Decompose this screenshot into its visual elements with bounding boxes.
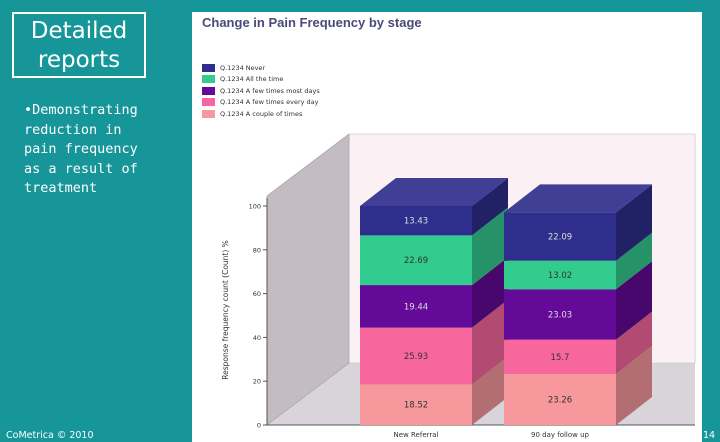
y-tick-label: 20 <box>253 378 261 386</box>
bar-side-face <box>616 232 652 290</box>
bar-segment <box>504 289 616 340</box>
bar-data-label: 13.02 <box>548 271 572 281</box>
bar-segment <box>504 374 616 425</box>
legend-swatch <box>202 63 215 72</box>
y-axis-label: Response frequency count (Count) % <box>221 240 230 380</box>
bar-side-face <box>616 261 652 340</box>
footer-copyright: CoMetrica © 2010 <box>6 430 94 441</box>
bar-side-face <box>472 299 508 385</box>
legend-label: Q.1234 A couple of times <box>220 109 303 118</box>
legend-item: Q.1234 A few times every day <box>202 97 320 109</box>
page-number: 14 <box>703 430 716 441</box>
bar-data-label: 13.43 <box>404 217 428 227</box>
legend-swatch <box>202 109 215 118</box>
bar-segment <box>504 260 616 290</box>
x-tick-label: New Referral <box>394 431 439 439</box>
legend-item: Q.1234 Never <box>202 62 320 74</box>
legend-label: Q.1234 A few times every day <box>220 98 319 107</box>
bar-data-label: 25.93 <box>404 352 428 362</box>
bar-segment <box>360 235 472 286</box>
y-tick-label: 60 <box>253 290 261 298</box>
bar-data-label: 15.7 <box>551 353 570 363</box>
bar-side-face <box>472 356 508 425</box>
bar-side-face <box>472 257 508 328</box>
bar-segment <box>504 212 616 261</box>
bar-segment <box>360 384 472 425</box>
legend-item: Q.1234 A few times most days <box>202 85 320 97</box>
bar-data-label: 18.52 <box>404 401 428 411</box>
legend-label: Q.1234 Never <box>220 63 266 72</box>
bar-data-label: 22.69 <box>404 256 428 266</box>
bar-side-face <box>616 184 652 261</box>
slide-bullet-text: •Demonstrating reduction in pain frequen… <box>24 102 138 196</box>
bar-side-face <box>472 177 508 236</box>
bar-data-label: 22.09 <box>548 233 572 243</box>
legend-swatch <box>202 75 215 84</box>
bar-top-face <box>360 177 508 206</box>
chart-legend: Q.1234 Never Q.1234 All the time Q.1234 A … <box>202 62 320 120</box>
legend-label: Q.1234 A few times most days <box>220 86 320 95</box>
bar-side-face <box>472 207 508 286</box>
bar-data-label: 23.03 <box>548 310 572 320</box>
legend-swatch <box>202 98 215 107</box>
y-tick-label: 80 <box>253 246 261 254</box>
legend-label: Q.1234 All the time <box>220 75 284 84</box>
y-tick-label: 0 <box>257 422 261 430</box>
legend-item: Q.1234 A couple of times <box>202 108 320 120</box>
bar-data-label: 19.44 <box>404 302 428 312</box>
y-tick-label: 100 <box>249 203 261 211</box>
bar-segment <box>360 205 472 236</box>
chart-title: Change in Pain Frequency by stage <box>202 15 422 30</box>
bar-side-face <box>616 311 652 375</box>
x-tick-label: 90 day follow up <box>531 431 590 439</box>
bar-side-face <box>616 346 652 425</box>
slide-title: Detailed reports <box>12 12 146 78</box>
y-tick-label: 40 <box>253 334 261 342</box>
bar-data-label: 23.26 <box>548 396 572 406</box>
bar-segment <box>360 327 472 385</box>
bar-top-face <box>504 184 652 213</box>
legend-swatch <box>202 86 215 95</box>
bar-segment <box>360 285 472 328</box>
legend-item: Q.1234 All the time <box>202 74 320 86</box>
bar-segment <box>504 339 616 375</box>
